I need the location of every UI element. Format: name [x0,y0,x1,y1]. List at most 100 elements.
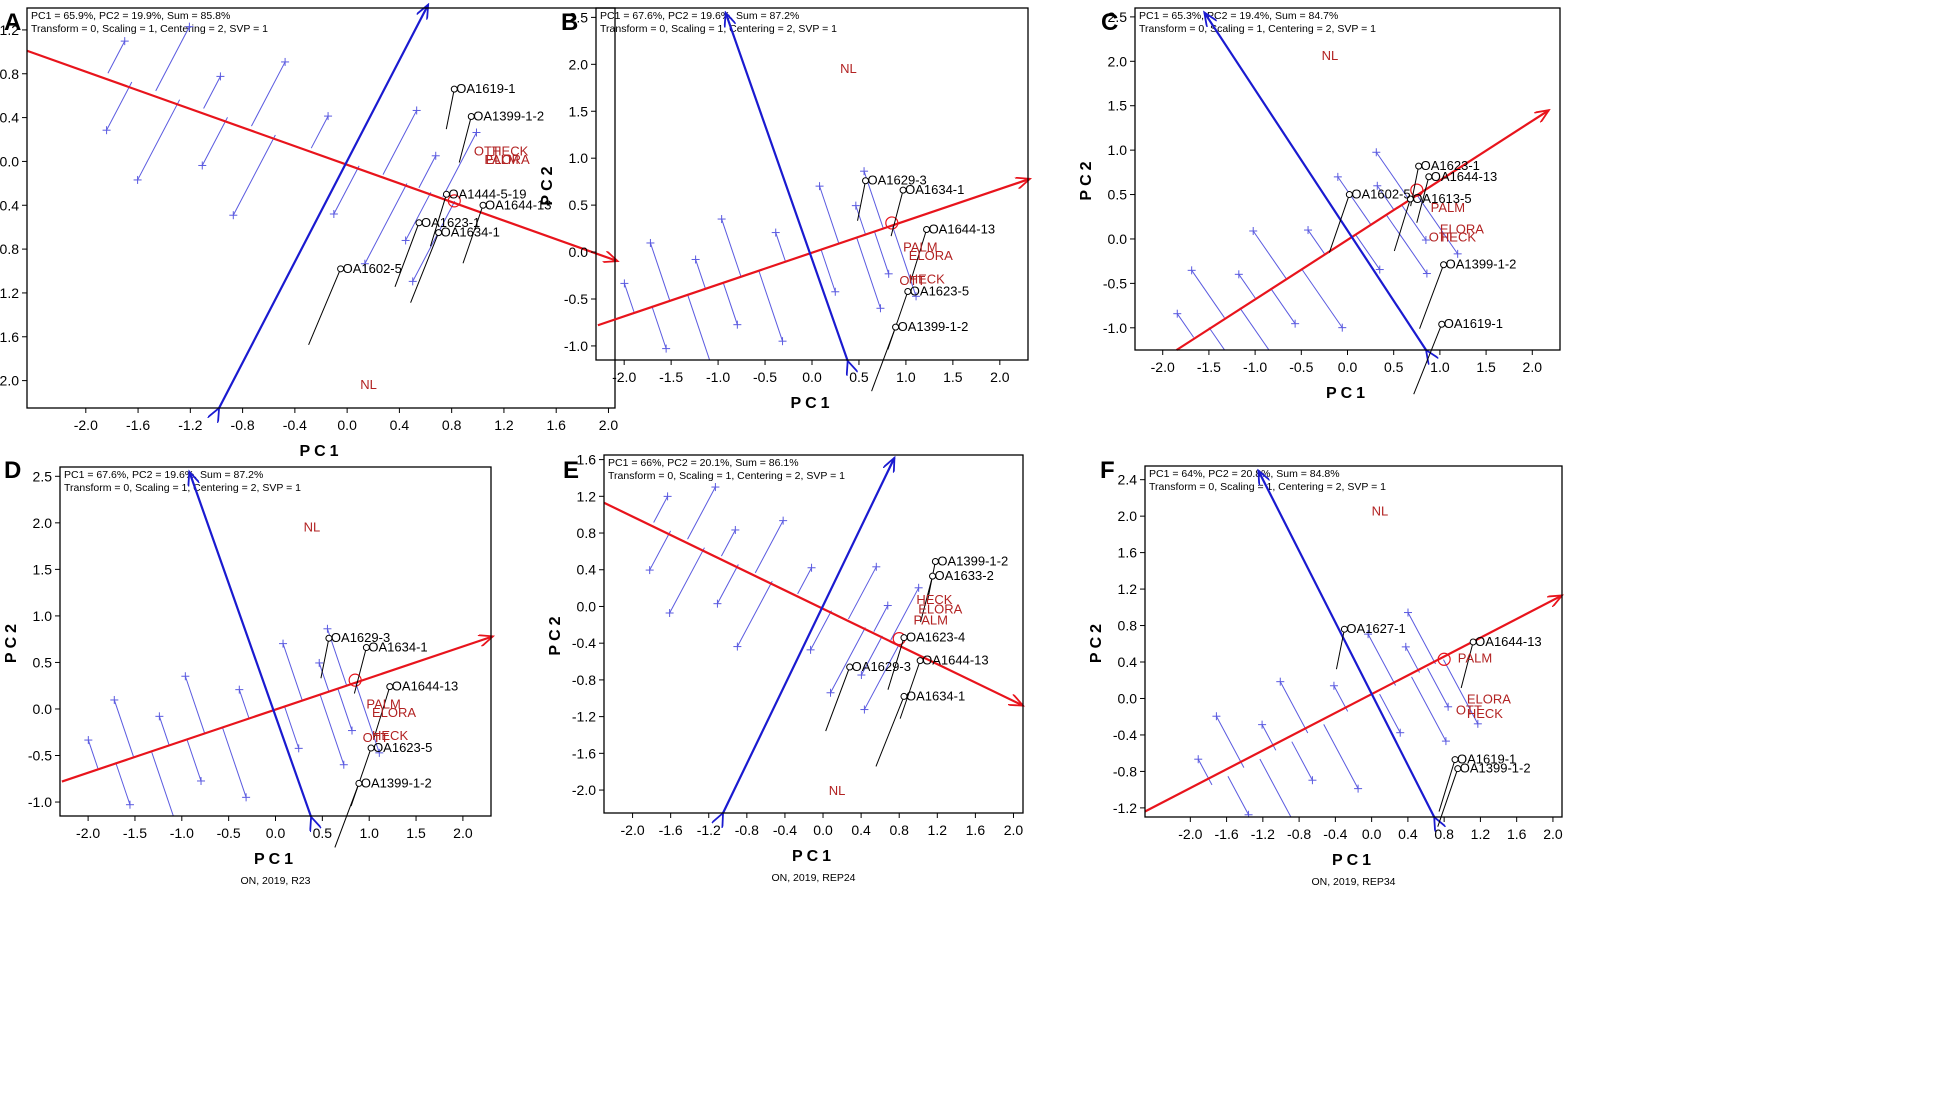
x-axis-label: PC1 [1326,385,1369,402]
genotype-leader-line [887,637,905,690]
genotype-label: OA1634-1 [905,182,964,197]
genotype-point [362,644,370,652]
ate-ordinate-line [1258,471,1434,817]
genotype-point [900,692,908,700]
genotype-point [899,186,907,194]
x-tick-label: 1.0 [1430,359,1450,375]
genotype-leader-line [1335,629,1345,670]
genotype-label: OA1644-13 [1431,169,1498,184]
projection-line [1400,204,1427,241]
genotype-label: OA1644-13 [485,197,552,212]
x-tick-label: -0.5 [217,825,241,841]
x-tick-label: 0.0 [802,369,822,385]
projection-line [1411,676,1447,742]
average-environment-marker [885,216,899,230]
projection-line [1405,646,1420,673]
x-axis-label: PC1 [254,851,297,868]
projection-line [797,567,812,595]
y-axis-label: PC2 [3,620,20,663]
projection-line [649,242,671,301]
genotype-point [435,229,443,237]
x-axis-label: PC1 [1332,852,1375,869]
y-tick-label: -0.5 [28,748,52,764]
projection-line [382,110,418,175]
genotype-point [467,112,475,120]
genotype-label: OA1644-13 [392,679,459,694]
panel-caption: ON, 2019, REP34 [1311,876,1395,888]
panel-c: C PC1 = 65.3%, PC2 = 19.4%, Sum = 84.7%Tr… [1078,7,1561,402]
x-tick-label: -1.2 [697,822,721,838]
y-tick-label: 1.2 [1118,581,1138,597]
genotype-label: OA1627-1 [1346,621,1405,636]
genotype-label: OA1399-1-2 [937,553,1008,568]
genotype-leader-line [445,88,455,130]
panel-header-stats: PC1 = 64%, PC2 = 20.8%, Sum = 84.8% [1149,468,1340,480]
plot-area [84,624,384,816]
average-environment-marker [447,194,461,208]
projection-line [137,99,181,181]
genotype-leader-line [825,666,851,732]
x-tick-label: 1.5 [1476,359,1496,375]
projection-line [720,529,736,557]
genotype-label: OA1623-4 [906,630,965,645]
environment-label: ELORA [918,601,962,616]
projection-line [722,281,738,325]
y-tick-label: 2.0 [33,515,53,531]
projection-line [1291,741,1313,781]
average-environment-marker [1410,183,1424,197]
panel-label: E [563,457,579,484]
genotype-leader-line [1437,768,1459,827]
projection-line [1354,233,1381,270]
projection-line [221,726,247,798]
projection-line [736,581,773,647]
genotype-leader-line [353,647,367,694]
y-tick-label: 0.5 [1108,187,1128,203]
genotype-point [1454,765,1462,773]
projection-line [1252,230,1287,279]
projection-line [721,218,742,277]
environment-label: OTT [1456,702,1482,717]
x-tick-label: -0.4 [283,417,307,433]
y-tick-label: 1.2 [0,22,19,38]
x-tick-label: -2.0 [612,369,636,385]
x-tick-label: 0.8 [889,822,909,838]
y-tick-label: 0.4 [1118,654,1138,670]
x-tick-label: 1.0 [359,825,379,841]
projection-line [856,236,881,309]
panel-label: F [1100,457,1115,484]
x-tick-label: -1.2 [178,417,202,433]
x-tick-label: -1.6 [659,822,683,838]
projection-line [1385,214,1428,274]
projection-line [354,682,380,754]
x-tick-label: -1.6 [1215,826,1239,842]
genotype-leader-line [308,268,342,346]
environment-label: NL [829,783,846,798]
projection-line [364,183,408,264]
panel-header-stats: PC1 = 66%, PC2 = 20.1%, Sum = 86.1% [608,457,799,469]
y-tick-label: 2.0 [1118,508,1138,524]
y-tick-label: 1.5 [1108,98,1128,114]
y-axis-label: PC2 [539,162,556,205]
projection-line [847,566,877,620]
panel-header-settings: Transform = 0, Scaling = 1, Centering = … [600,23,837,35]
projection-line [1227,776,1249,816]
genotype-label: OA1644-13 [929,222,996,237]
panel-e: E PC1 = 66%, PC2 = 20.1%, Sum = 86.1%Tran… [547,452,1023,884]
y-tick-label: -1.6 [0,329,19,345]
x-tick-label: 0.8 [1434,826,1454,842]
x-tick-label: 1.6 [1507,826,1527,842]
projection-line [758,269,784,342]
y-tick-label: 0.4 [0,110,19,126]
y-tick-label: 0.8 [0,66,19,82]
projection-line [1307,229,1325,255]
genotype-label: OA1634-1 [368,640,427,655]
environment-label: HECK [916,592,952,607]
projection-line [337,688,353,731]
genotype-point [337,265,345,273]
genotype-label: OA1629-3 [331,630,390,645]
panel-label: A [4,9,21,36]
genotype-leader-line [458,116,472,163]
projection-line [1407,612,1436,665]
x-tick-label: -1.6 [126,417,150,433]
